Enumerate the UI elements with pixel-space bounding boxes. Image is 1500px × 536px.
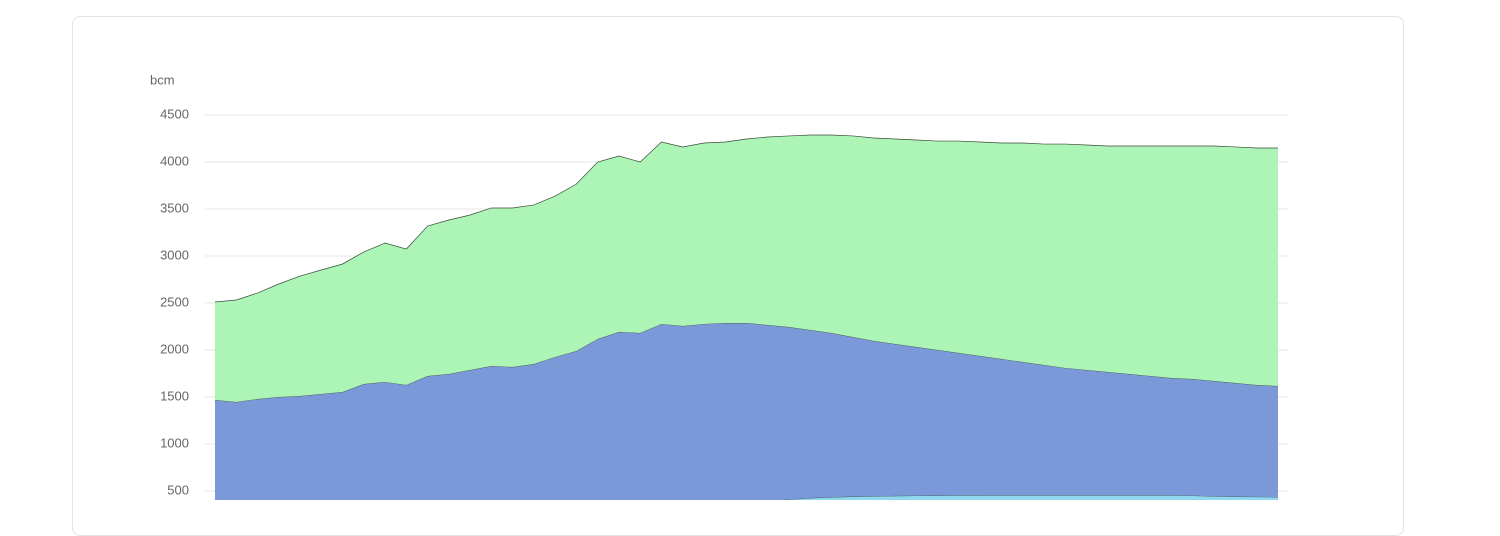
chart: bcm 500 1000 1500 2000 2500 3000 3500 4000 4500	[150, 72, 1288, 500]
y-tick-label: 2500	[160, 294, 189, 309]
area	[215, 135, 1278, 402]
y-axis-unit: bcm	[150, 72, 175, 87]
y-tick-label: 1000	[160, 435, 189, 450]
y-tick-label: 1500	[160, 388, 189, 403]
y-tick-label: 2000	[160, 341, 189, 356]
y-tick-label: 4500	[160, 106, 189, 121]
y-tick-label: 3000	[160, 247, 189, 262]
page: {"chart_data": {"type": "area", "stacked…	[72, 16, 1404, 536]
y-tick-label: 3500	[160, 200, 189, 215]
area-edge	[214, 134, 1278, 303]
y-tick-label: 500	[167, 482, 189, 497]
y-tick-label: 4000	[160, 153, 189, 168]
area	[782, 495, 1278, 500]
area	[215, 323, 1278, 500]
